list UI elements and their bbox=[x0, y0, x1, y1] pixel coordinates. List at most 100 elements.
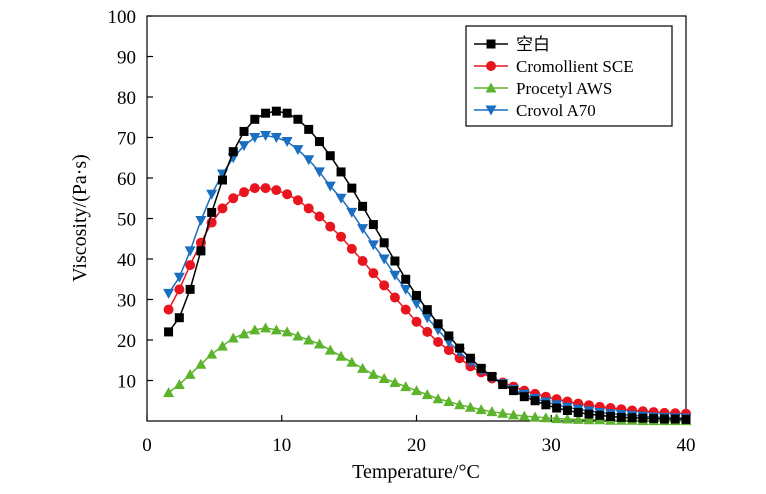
data-point bbox=[282, 189, 293, 200]
data-point bbox=[681, 414, 691, 424]
data-point bbox=[422, 326, 433, 337]
data-point bbox=[401, 274, 411, 284]
data-point bbox=[292, 145, 304, 156]
data-point bbox=[303, 203, 314, 214]
data-point bbox=[562, 405, 572, 415]
data-point bbox=[432, 393, 444, 404]
data-point bbox=[313, 338, 325, 349]
data-point bbox=[551, 413, 563, 424]
legend-label: 空白 bbox=[516, 35, 550, 54]
data-point bbox=[400, 284, 412, 295]
data-point bbox=[498, 380, 508, 390]
data-point bbox=[616, 412, 626, 422]
data-point bbox=[271, 106, 281, 116]
legend-label: Cromollient SCE bbox=[516, 57, 634, 76]
data-point bbox=[606, 412, 616, 422]
data-point bbox=[368, 268, 379, 279]
y-tick-label: 100 bbox=[108, 7, 137, 28]
data-point bbox=[529, 411, 541, 422]
legend: 空白 Cromollient SCE Procetyl AWS Crovol A70 bbox=[465, 25, 673, 127]
data-point bbox=[324, 344, 336, 355]
data-point bbox=[335, 350, 347, 361]
data-point bbox=[164, 327, 174, 337]
data-point bbox=[228, 193, 239, 204]
x-axis-title: Temperature/°C bbox=[352, 461, 480, 483]
data-point bbox=[518, 410, 530, 421]
data-point bbox=[509, 386, 519, 396]
data-point bbox=[313, 167, 325, 178]
data-point bbox=[227, 332, 239, 343]
data-point bbox=[335, 193, 347, 204]
data-point bbox=[584, 409, 594, 419]
data-point bbox=[465, 353, 475, 363]
data-point bbox=[497, 407, 509, 418]
y-tick-label: 30 bbox=[117, 291, 136, 312]
data-point bbox=[659, 414, 669, 424]
data-point bbox=[627, 413, 637, 423]
y-tick-label: 20 bbox=[117, 331, 136, 352]
data-point bbox=[282, 108, 292, 118]
y-tick-label: 90 bbox=[117, 48, 136, 69]
data-point bbox=[487, 371, 497, 381]
data-point bbox=[552, 403, 562, 413]
data-point bbox=[670, 414, 680, 424]
data-point bbox=[455, 343, 465, 353]
data-point bbox=[367, 240, 379, 251]
data-point bbox=[444, 331, 454, 341]
data-point bbox=[443, 345, 454, 356]
data-point bbox=[346, 243, 357, 254]
data-point bbox=[325, 221, 336, 232]
data-point bbox=[184, 246, 196, 257]
data-point bbox=[184, 368, 196, 379]
data-point bbox=[389, 377, 401, 388]
data-point bbox=[325, 151, 335, 161]
y-tick-label: 50 bbox=[117, 210, 136, 231]
y-axis-title: Viscosity/(Pa·s) bbox=[69, 154, 91, 282]
data-point bbox=[368, 220, 378, 230]
data-point bbox=[163, 304, 174, 315]
legend-marker bbox=[486, 39, 496, 49]
data-point bbox=[336, 231, 347, 242]
data-point bbox=[163, 387, 175, 398]
axis-ticks: 0 10 20 30 40 10 20 30 40 50 60 70 80 90 100 bbox=[108, 7, 696, 456]
data-point bbox=[217, 175, 227, 185]
data-point bbox=[314, 211, 325, 222]
data-point bbox=[411, 299, 422, 310]
data-point bbox=[293, 114, 303, 124]
data-point bbox=[174, 284, 185, 295]
data-point bbox=[324, 181, 336, 192]
y-tick-label: 60 bbox=[117, 169, 136, 190]
data-point bbox=[411, 316, 422, 327]
data-point bbox=[260, 322, 272, 333]
data-point bbox=[519, 392, 529, 402]
data-point bbox=[314, 137, 324, 147]
data-point bbox=[378, 254, 390, 265]
data-point bbox=[261, 108, 271, 118]
legend-label: Crovol A70 bbox=[516, 101, 596, 120]
data-point bbox=[358, 201, 368, 211]
data-point bbox=[357, 224, 369, 235]
data-point bbox=[541, 400, 551, 410]
data-point bbox=[583, 414, 595, 425]
data-point bbox=[303, 334, 315, 345]
data-point bbox=[433, 337, 444, 348]
data-point bbox=[389, 270, 401, 281]
data-point bbox=[163, 288, 175, 299]
data-point bbox=[238, 141, 250, 152]
data-point bbox=[271, 185, 282, 196]
data-point bbox=[174, 313, 184, 323]
data-point bbox=[595, 410, 605, 420]
data-point bbox=[281, 137, 293, 148]
data-point bbox=[336, 167, 346, 177]
data-point bbox=[239, 126, 249, 136]
y-tick-label: 80 bbox=[117, 88, 136, 109]
data-point bbox=[561, 413, 573, 424]
data-point bbox=[238, 328, 250, 339]
data-point bbox=[454, 399, 466, 410]
data-point bbox=[228, 147, 238, 157]
data-point bbox=[173, 272, 185, 283]
data-point bbox=[464, 401, 476, 412]
data-point bbox=[281, 326, 293, 337]
data-point bbox=[304, 124, 314, 134]
data-point bbox=[411, 385, 422, 396]
